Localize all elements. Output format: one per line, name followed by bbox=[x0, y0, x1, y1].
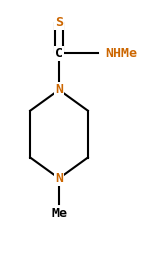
Text: S: S bbox=[55, 16, 63, 29]
Text: N: N bbox=[55, 172, 63, 185]
Text: N: N bbox=[55, 83, 63, 96]
Text: C: C bbox=[55, 47, 63, 60]
Text: Me: Me bbox=[51, 207, 67, 220]
Text: NHMe: NHMe bbox=[105, 47, 137, 60]
